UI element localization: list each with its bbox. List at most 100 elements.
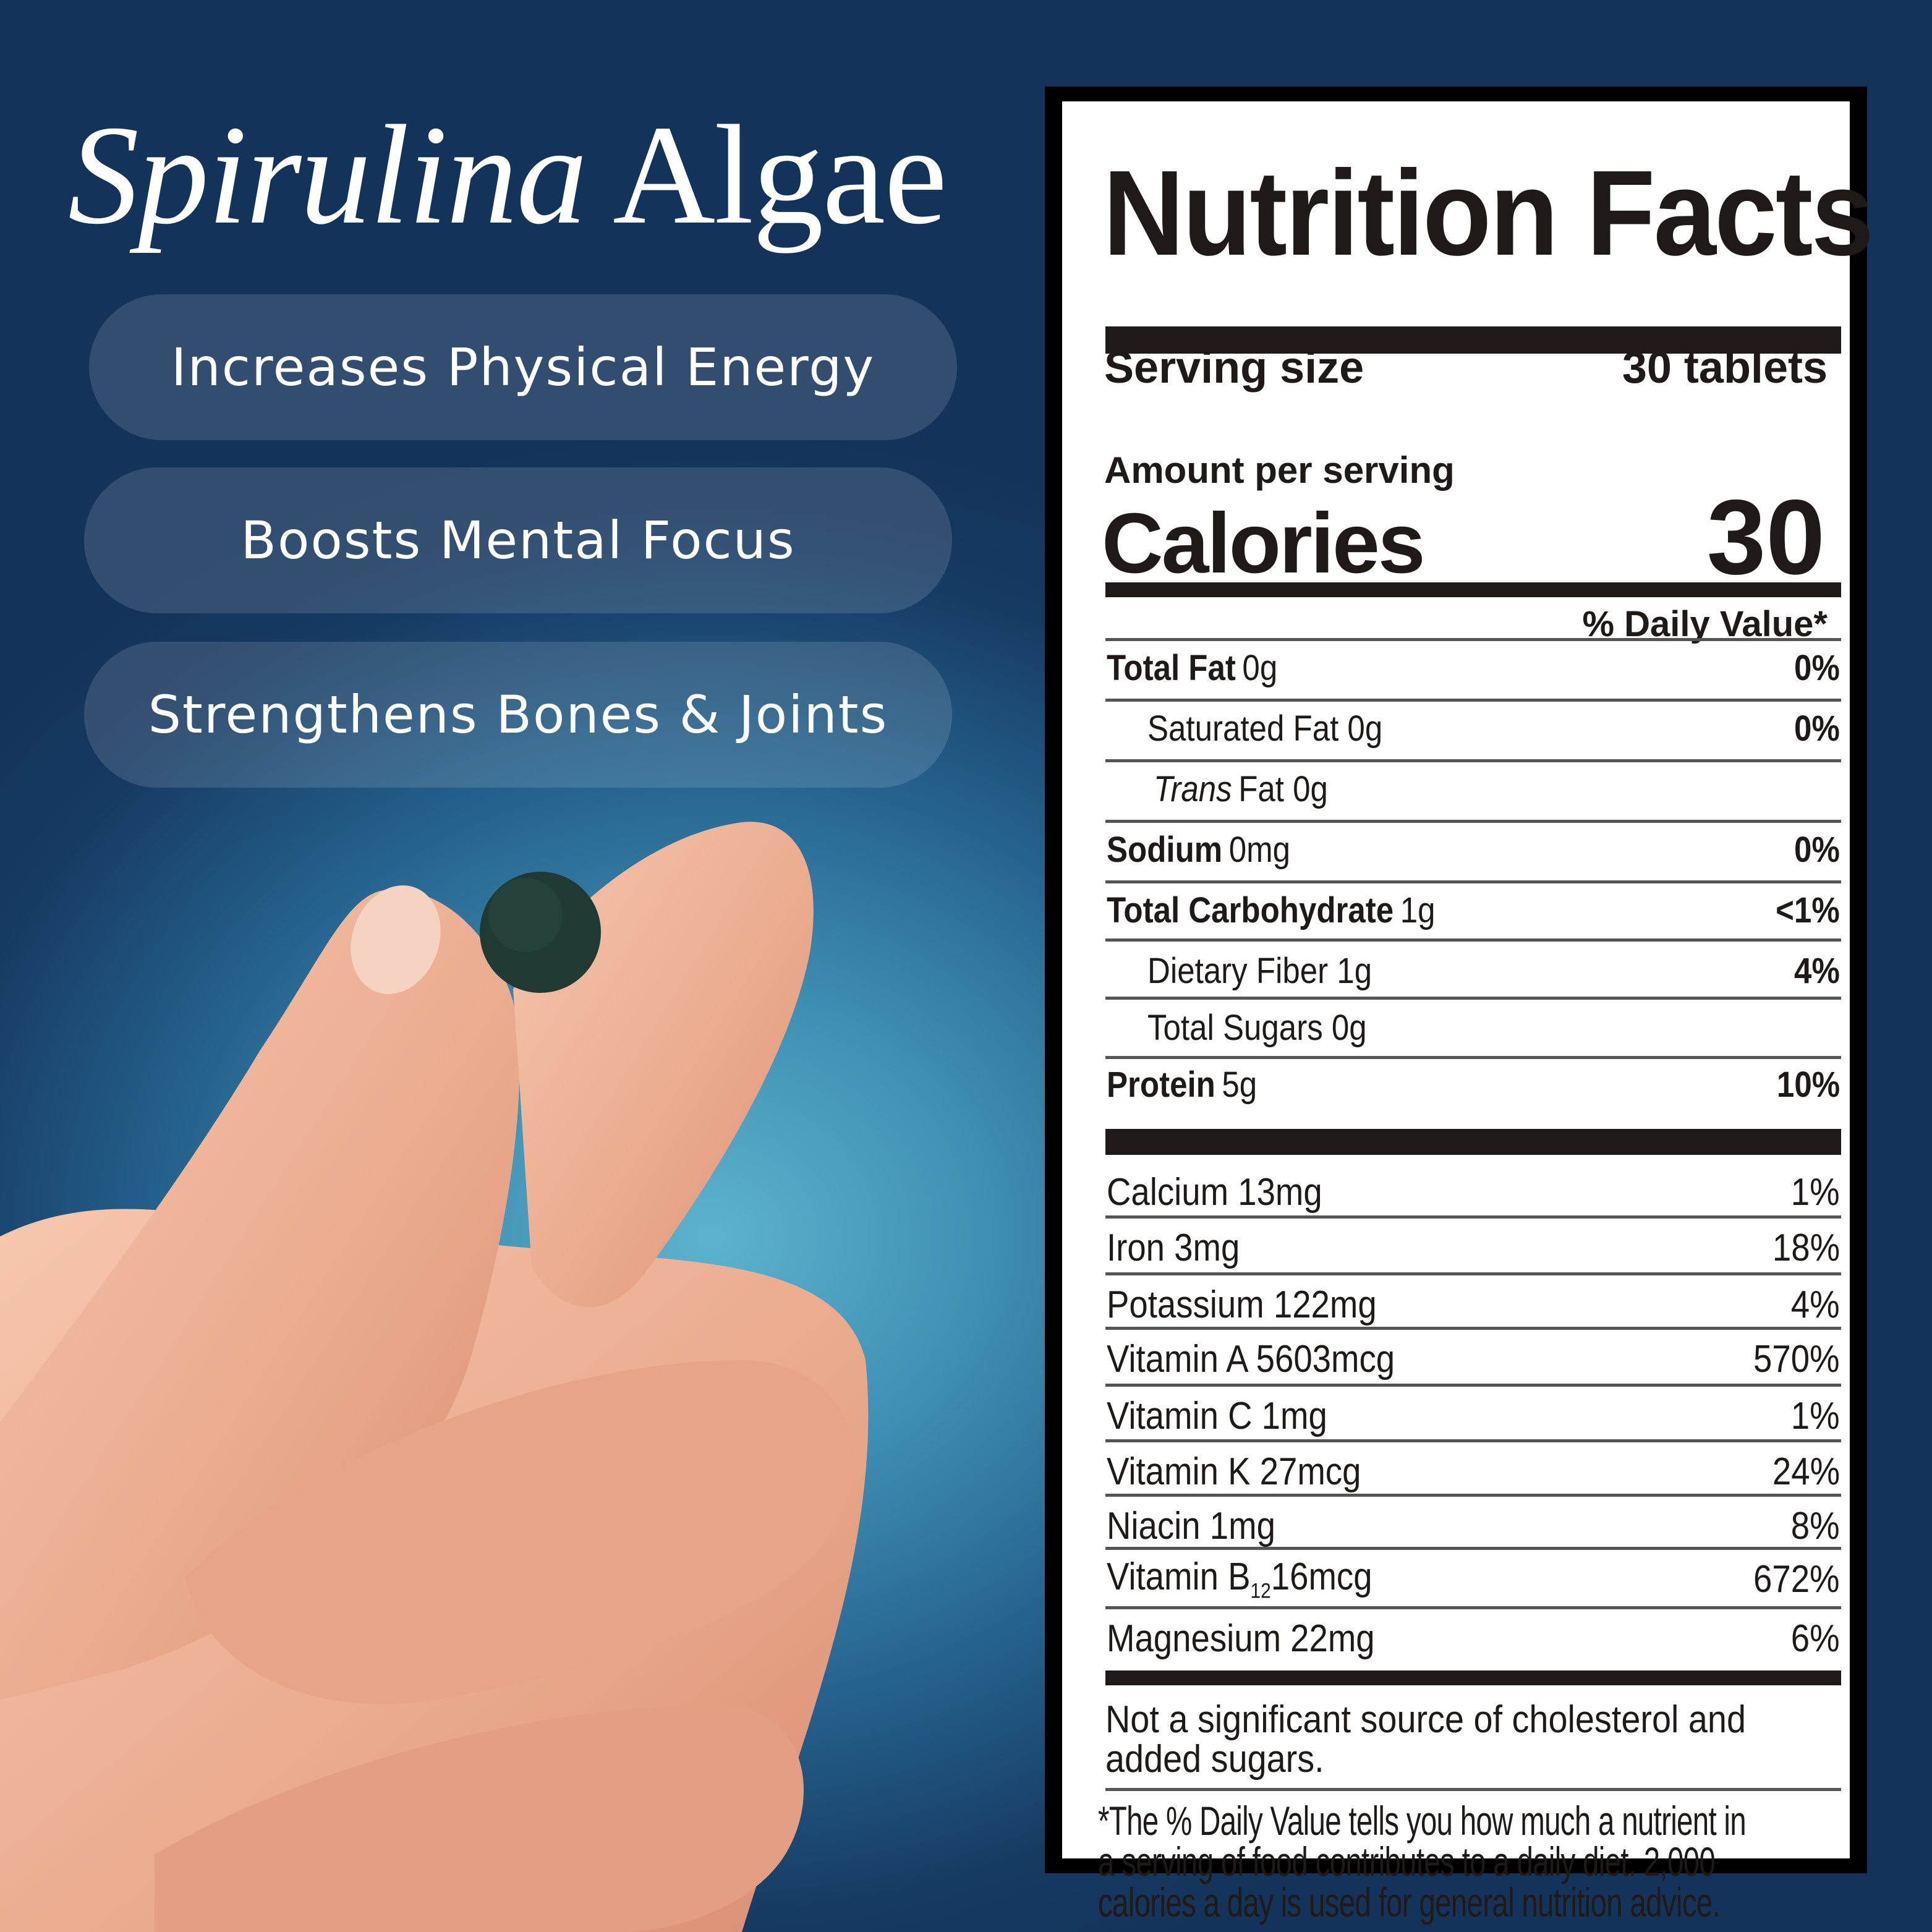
micronutrient-name: Niacin 1mg bbox=[1107, 1504, 1275, 1547]
divider bbox=[1105, 1788, 1841, 1791]
nutrient-row: Trans Fat 0g bbox=[1107, 764, 1840, 814]
micronutrient-row: Iron 3mg 18% bbox=[1107, 1223, 1840, 1272]
micronutrient-name: Vitamin K 27mcg bbox=[1107, 1450, 1361, 1493]
nutrient-amount: 1g bbox=[1400, 890, 1436, 930]
micronutrient-daily-value: 1% bbox=[1791, 1170, 1840, 1214]
nutrient-row: Sodium 0mg 0% bbox=[1107, 825, 1840, 874]
micronutrient-row: Vitamin C 1mg 1% bbox=[1107, 1391, 1840, 1440]
benefit-text: Increases Physical Energy bbox=[171, 337, 875, 398]
nutrient-row: Total Fat 0g 0% bbox=[1107, 643, 1840, 692]
micronutrient-row: Niacin 1mg 8% bbox=[1107, 1501, 1840, 1551]
nutrient-amount: 0mg bbox=[1228, 829, 1290, 870]
medium-divider bbox=[1105, 1670, 1841, 1685]
nutrient-name: Saturated Fat 0g bbox=[1147, 708, 1383, 749]
row-divider bbox=[1105, 880, 1841, 883]
thick-divider bbox=[1105, 1129, 1841, 1155]
nutrient-name: Trans bbox=[1154, 768, 1232, 809]
ring-finger bbox=[155, 1706, 804, 1932]
nutrient-daily-value: <1% bbox=[1776, 890, 1840, 930]
nutrient-name: Total Fat bbox=[1107, 647, 1236, 688]
label-note: Not a significant source of cholesterol … bbox=[1105, 1700, 1746, 1779]
nutrient-amount: 5g bbox=[1222, 1064, 1258, 1105]
nutrient-name: Total Sugars 0g bbox=[1147, 1007, 1367, 1048]
row-divider bbox=[1105, 1494, 1841, 1497]
headline: Spirulina Algae bbox=[68, 93, 947, 257]
micronutrient-daily-value: 1% bbox=[1791, 1394, 1840, 1437]
daily-value-header: % Daily Value* bbox=[1582, 604, 1828, 644]
nutrient-row: Saturated Fat 0g 0% bbox=[1107, 704, 1840, 753]
nutrition-facts-label: Nutrition Facts Serving size 30 tablets … bbox=[1045, 87, 1874, 1923]
micronutrient-row: Magnesium 22mg 6% bbox=[1107, 1614, 1840, 1663]
nutrient-name: Sodium bbox=[1107, 829, 1223, 870]
micronutrient-daily-value: 6% bbox=[1791, 1617, 1840, 1660]
row-divider bbox=[1105, 1215, 1841, 1219]
calories-label: Calories bbox=[1102, 496, 1426, 591]
label-title: Nutrition Facts bbox=[1103, 145, 1874, 281]
micronutrient-daily-value: 24% bbox=[1772, 1450, 1840, 1493]
row-divider bbox=[1105, 759, 1841, 762]
row-divider bbox=[1105, 1056, 1841, 1059]
micronutrient-daily-value: 672% bbox=[1753, 1557, 1840, 1601]
footnote-line: a serving of food contributes to a daily… bbox=[1098, 1839, 1716, 1884]
nutrient-name: Dietary Fiber 1g bbox=[1147, 950, 1372, 991]
nutrient-amount: 0g bbox=[1242, 647, 1278, 688]
micronutrient-name: Magnesium 22mg bbox=[1107, 1617, 1375, 1660]
row-divider bbox=[1105, 997, 1841, 1000]
nutrient-row: Total Carbohydrate 1g <1% bbox=[1107, 885, 1840, 935]
footnote-line: *The % Daily Value tells you how much a … bbox=[1098, 1798, 1747, 1844]
row-divider bbox=[1105, 1439, 1841, 1442]
benefit-pill-bones: Strengthens Bones & Joints bbox=[84, 642, 952, 788]
micronutrient-daily-value: 18% bbox=[1772, 1226, 1840, 1269]
micronutrient-row: Calcium 13mg 1% bbox=[1107, 1167, 1840, 1217]
nutrient-daily-value: 0% bbox=[1794, 708, 1840, 749]
micronutrient-daily-value: 8% bbox=[1791, 1504, 1840, 1547]
row-divider bbox=[1105, 938, 1841, 942]
thumbnail bbox=[351, 885, 441, 994]
micronutrient-daily-value: 4% bbox=[1791, 1283, 1840, 1326]
row-divider bbox=[1105, 1384, 1841, 1387]
nutrient-daily-value: 0% bbox=[1794, 829, 1840, 870]
row-divider bbox=[1105, 699, 1841, 702]
nutrient-row: Protein 5g 10% bbox=[1107, 1060, 1840, 1109]
micronutrient-amount: 16mcg bbox=[1270, 1555, 1372, 1598]
footnote-line: calories a day is used for general nutri… bbox=[1098, 1879, 1721, 1925]
micronutrient-row: Potassium 122mg 4% bbox=[1107, 1280, 1840, 1329]
micronutrient-name: Vitamin A 5603mcg bbox=[1107, 1337, 1395, 1381]
micronutrient-row: Vitamin A 5603mcg 570% bbox=[1107, 1334, 1840, 1384]
nutrient-daily-value: 10% bbox=[1776, 1064, 1840, 1105]
headline-italic: Spirulina bbox=[68, 96, 587, 253]
nutrient-row: Dietary Fiber 1g 4% bbox=[1107, 946, 1840, 995]
note-line: added sugars. bbox=[1105, 1738, 1324, 1781]
row-divider bbox=[1105, 638, 1841, 641]
row-divider bbox=[1105, 1272, 1841, 1275]
nutrient-row: Total Sugars 0g bbox=[1107, 1003, 1840, 1052]
calories-value: 30 bbox=[1706, 478, 1825, 597]
nutrient-name: Protein bbox=[1107, 1064, 1215, 1105]
amount-per-serving: Amount per serving bbox=[1104, 449, 1455, 491]
micronutrient-daily-value: 570% bbox=[1753, 1337, 1840, 1381]
micronutrient-row: Vitamin K 27mcg 24% bbox=[1107, 1447, 1840, 1496]
middle-finger bbox=[185, 1360, 854, 1704]
note-line: Not a significant source of cholesterol … bbox=[1105, 1698, 1746, 1741]
row-divider bbox=[1105, 1606, 1841, 1609]
nutrient-daily-value: 0% bbox=[1794, 647, 1840, 688]
row-divider bbox=[1105, 820, 1841, 823]
nutrient-daily-value: 4% bbox=[1794, 950, 1840, 991]
row-divider bbox=[1105, 1327, 1841, 1330]
benefit-pill-energy: Increases Physical Energy bbox=[89, 294, 957, 440]
benefit-text: Boosts Mental Focus bbox=[240, 510, 796, 571]
micronutrient-row: Vitamin B1216mcg 672% bbox=[1107, 1554, 1840, 1604]
nutrient-name: Total Carbohydrate bbox=[1107, 890, 1394, 930]
micronutrient-name: Potassium 122mg bbox=[1107, 1283, 1377, 1326]
micronutrient-name: Vitamin C 1mg bbox=[1107, 1394, 1327, 1437]
micronutrient-name: Iron 3mg bbox=[1107, 1226, 1240, 1269]
micronutrient-name: Calcium 13mg bbox=[1107, 1170, 1322, 1214]
headline-regular: Algae bbox=[613, 96, 947, 253]
subscript: 12 bbox=[1250, 1579, 1271, 1603]
thick-divider bbox=[1105, 326, 1841, 354]
nutrient-amount: Fat 0g bbox=[1238, 768, 1328, 809]
row-divider bbox=[1105, 1547, 1841, 1550]
benefit-pill-focus: Boosts Mental Focus bbox=[84, 467, 952, 613]
benefit-text: Strengthens Bones & Joints bbox=[148, 684, 888, 745]
